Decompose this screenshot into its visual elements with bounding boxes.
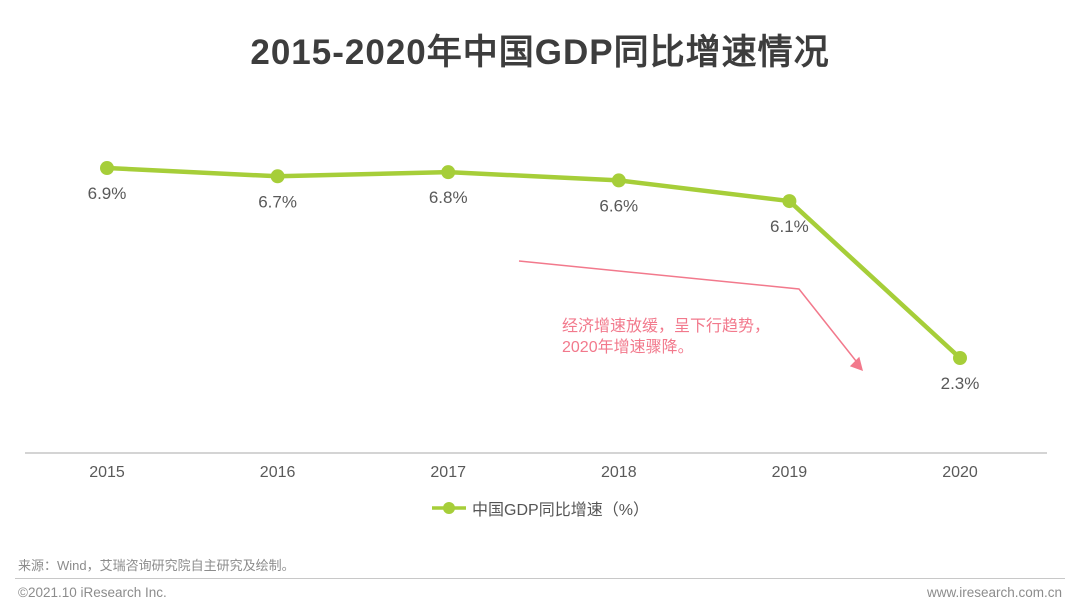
- series-line: [104, 165, 963, 361]
- footer-divider: [15, 578, 1065, 579]
- source-note: 来源：Wind，艾瑞咨询研究院自主研究及绘制。: [18, 558, 295, 573]
- point-value-label: 6.1%: [770, 217, 809, 236]
- x-axis-tick-label: 2018: [601, 464, 637, 481]
- annotation-arrowhead: [849, 356, 863, 371]
- annotation-text: 经济增速放缓，呈下行趋势， 2020年增速骤降。: [562, 316, 770, 358]
- x-axis-tick-label: 2017: [430, 464, 466, 481]
- data-point: [953, 351, 967, 366]
- legend-line-marker-icon: [432, 502, 467, 514]
- point-value-label: 6.7%: [258, 192, 297, 211]
- data-point: [270, 169, 285, 184]
- x-axis-tick-label: 2016: [260, 464, 296, 481]
- annotation-line-2: 2020年增速骤降。: [562, 339, 694, 356]
- footer: ©2021.10 iResearch Inc. www.iresearch.co…: [18, 585, 1062, 600]
- legend-label: 中国GDP同比增速（%）: [472, 502, 649, 519]
- legend: 中国GDP同比增速（%）: [0, 497, 1080, 519]
- annotation-line-1: 经济增速放缓，呈下行趋势，: [562, 318, 771, 335]
- data-point: [611, 173, 626, 188]
- x-axis-tick-label: 2015: [89, 464, 125, 481]
- x-axis-tick-label: 2020: [942, 464, 978, 481]
- data-point: [100, 161, 114, 176]
- copyright-text: ©2021.10 iResearch Inc.: [18, 585, 167, 600]
- chart-title: 2015-2020年中国GDP同比增速情况: [250, 33, 830, 72]
- point-value-label: 2.3%: [941, 374, 980, 393]
- point-value-label: 6.9%: [88, 184, 127, 203]
- annotation-arrow: [518, 260, 857, 362]
- x-axis-tick-label: 2019: [772, 464, 808, 481]
- data-point: [441, 165, 456, 180]
- point-value-label: 6.6%: [599, 196, 638, 215]
- website-url: www.iresearch.com.cn: [926, 585, 1062, 600]
- point-value-label: 6.8%: [429, 188, 468, 207]
- data-point: [782, 194, 797, 209]
